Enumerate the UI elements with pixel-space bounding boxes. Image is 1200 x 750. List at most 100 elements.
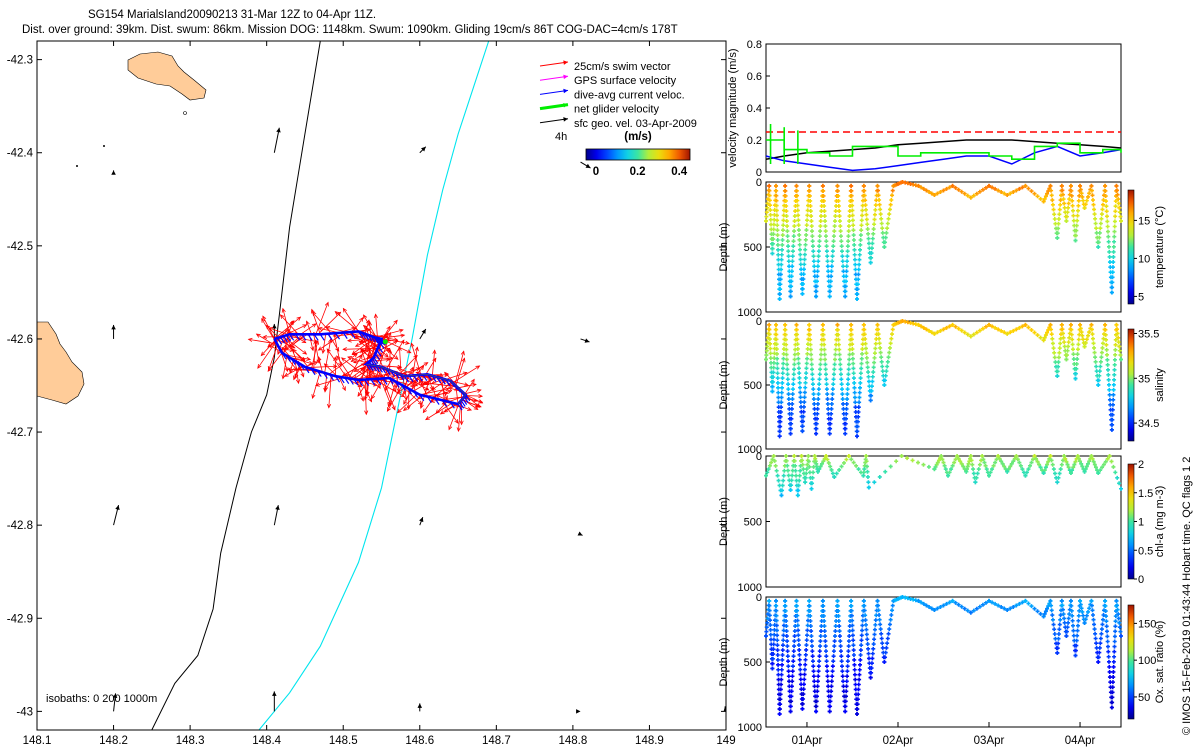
scatter-point [1075,357,1080,362]
scatter-point [871,370,876,375]
scatter-point [774,183,779,188]
scatter-point [788,704,793,709]
scatter-point [815,264,820,269]
scatter-point [1043,333,1048,338]
scatter-point [949,467,954,472]
scatter-point [831,244,836,249]
profile-scatter-points [764,319,1123,439]
swim-vector-shaft [280,314,299,335]
scatter-point [827,294,832,299]
scatter-point [795,493,800,498]
scatter-point [1005,331,1010,336]
swim-vector-shaft [343,308,359,332]
swim-vector [386,385,403,412]
scatter-point [792,634,797,639]
scatter-point [886,355,891,360]
swim-vector-shaft [285,333,304,350]
scatter-point [789,689,794,694]
scatter-point [884,230,889,235]
scatter-point [785,367,790,372]
scatter-point [812,401,817,406]
legend-arrow [539,74,569,81]
scatter-point [1058,467,1063,472]
scatter-point [774,623,779,628]
scatter-point [818,229,823,234]
scatter-point [828,464,833,469]
scatter-point [1075,628,1080,633]
scatter-point [778,277,783,282]
scatter-point [855,707,860,712]
scatter-point [858,648,863,653]
scatter-point [803,480,808,485]
profile-scatter-points [764,454,1123,498]
scatter-point [1061,335,1066,340]
scatter-point [1105,362,1110,367]
swim-vector-head [393,355,399,360]
scatter-point [886,631,891,636]
scatter-point [1049,188,1054,193]
scatter-point [857,390,862,395]
scatter-point [792,357,797,362]
scatter-point [1055,369,1060,374]
scatter-point [824,244,829,249]
scatter-point [791,382,796,387]
scatter-point [803,385,808,390]
scatter-point [919,600,924,605]
scatter-point [1114,183,1119,188]
scatter-point [822,629,827,634]
scatter-point [1100,207,1105,212]
scatter-point [780,488,785,493]
scatter-point [824,454,829,458]
scatter-point [823,649,828,654]
scatter-point [880,645,885,650]
scatter-point [815,401,820,406]
scatter-point [1097,369,1102,374]
scatter-point [872,222,877,227]
scatter-point [1113,214,1118,219]
scatter-point [815,684,820,689]
scatter-point [780,652,785,657]
swim-vector-shaft [315,302,329,335]
swim-vector [402,375,409,396]
scatter-point [947,324,952,329]
scatter-point [822,209,827,214]
scatter-point [780,371,785,376]
scatter-point [1105,634,1110,639]
scatter-point [1058,198,1063,203]
scatter-point [1110,695,1115,700]
swim-vector-shaft [448,402,460,430]
swim-vector-head [443,408,449,413]
swim-vector [459,390,464,426]
swim-vector-head [364,325,369,331]
scatter-point [872,627,877,632]
scatter-point [872,212,877,217]
isobath-legend-label: isobaths: 0 200 1000m [46,693,157,705]
scatter-point [820,598,825,603]
swim-vector [292,348,310,369]
scatter-point [830,669,835,674]
swim-vector-head [289,347,295,353]
scatter-point [845,382,850,387]
swim-vector [410,342,422,375]
swim-vector-head [334,311,340,316]
scatter-point [823,634,828,639]
dac-vector [382,378,388,385]
scatter-point [859,223,864,228]
swim-vector-shaft [333,333,365,337]
dac-vector [436,376,442,384]
scatter-point [1098,468,1103,473]
scatter-point [807,598,812,603]
scatter-point [1096,383,1101,387]
scatter-point [865,360,870,365]
scatter-point [847,219,852,224]
scatter-point [846,654,851,659]
scatter-point [1115,327,1120,332]
scatter-point [851,237,856,242]
scatter-point [790,679,795,684]
scatter-point [971,471,976,476]
scatter-point [1105,219,1110,224]
scatter-point [953,324,958,329]
scatter-point [824,382,829,387]
scatter-point [774,337,779,342]
depth-y-tick-label: 0 [756,316,762,328]
